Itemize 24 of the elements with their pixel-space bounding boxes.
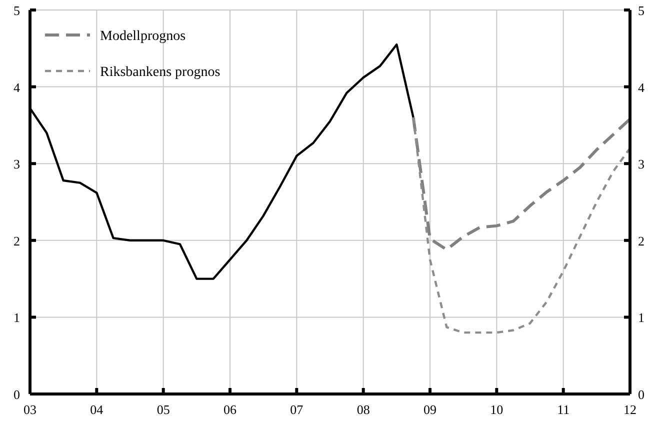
y-tick-label: 4: [14, 80, 20, 95]
y2-tick-label: 3: [638, 156, 644, 172]
y-tick-label: 5: [14, 3, 20, 18]
y-tick-label: 3: [14, 156, 20, 172]
legend-label: Riksbankens prognos: [100, 65, 220, 80]
x-tick-label: 07: [290, 402, 304, 417]
x-tick-label: 04: [90, 402, 104, 417]
y-tick-label: 1: [14, 310, 20, 326]
legend-label: Modellprognos: [100, 29, 186, 44]
y2-tick-label: 4: [638, 80, 645, 95]
x-tick-label: 09: [424, 402, 436, 417]
y2-tick-label: 1: [638, 310, 644, 326]
y-tick-label: 0: [14, 387, 20, 402]
y-tick-label: 2: [14, 233, 20, 248]
x-tick-label: 05: [156, 402, 170, 417]
x-tick-label: 08: [356, 402, 370, 417]
x-tick-label: 10: [490, 402, 504, 417]
x-tick-label: 12: [624, 402, 636, 417]
y2-tick-label: 2: [638, 233, 644, 248]
y2-tick-label: 0: [638, 387, 644, 402]
x-tick-label: 03: [24, 402, 36, 417]
x-tick-label: 11: [557, 402, 570, 417]
x-tick-label: 06: [224, 402, 237, 417]
y2-tick-label: 5: [638, 3, 644, 18]
